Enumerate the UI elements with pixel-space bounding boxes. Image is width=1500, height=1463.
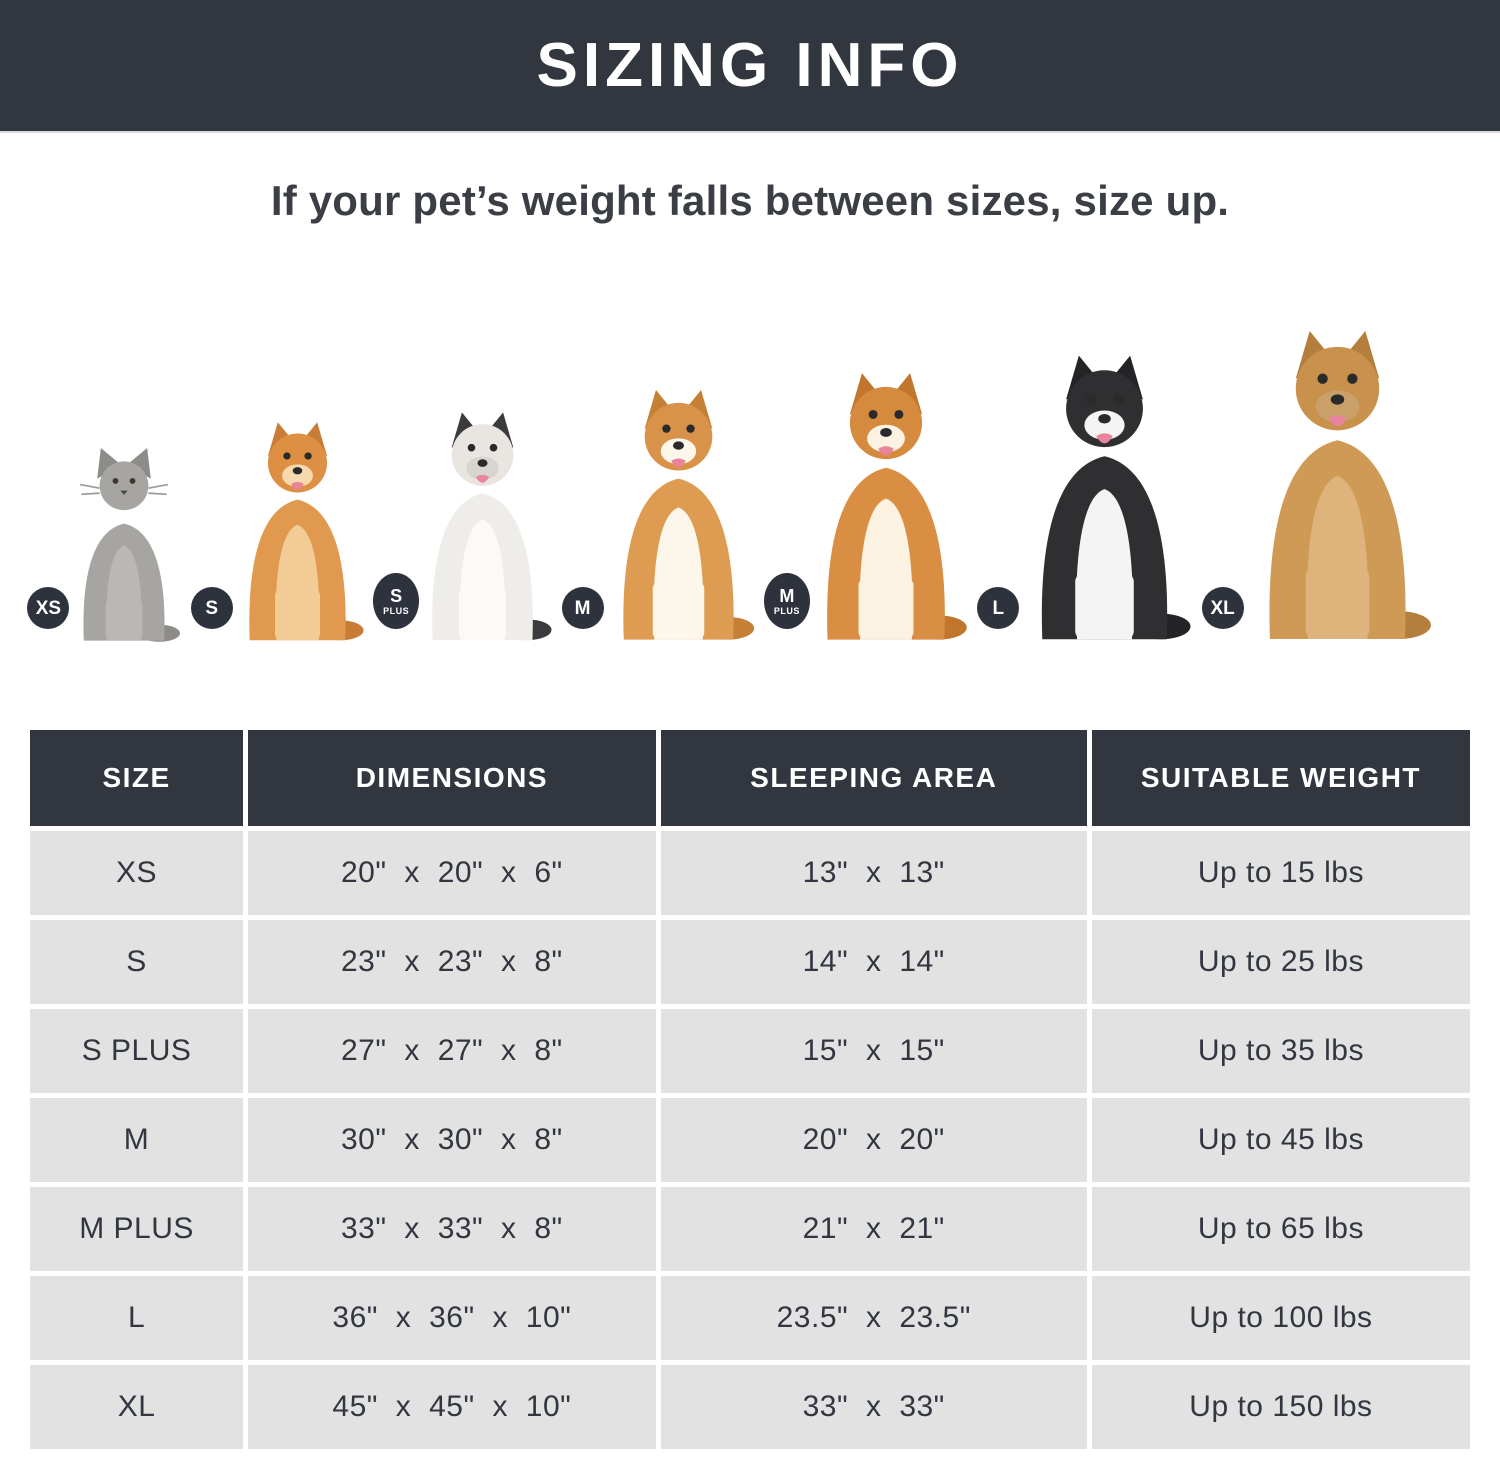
table-cell-dimensions: 45" x 45" x 10" bbox=[248, 1365, 656, 1450]
header-banner: SIZING INFO bbox=[0, 0, 1500, 133]
size-badge-xl: XL bbox=[1201, 587, 1244, 630]
table-cell-sleeping-area: 21" x 21" bbox=[660, 1187, 1087, 1272]
table-cell-sleeping-area: 33" x 33" bbox=[660, 1365, 1087, 1450]
table-cell-size: M bbox=[30, 1098, 244, 1183]
pet-figure-l: L bbox=[977, 350, 1196, 643]
table-cell-suitable-weight: Up to 100 lbs bbox=[1091, 1276, 1470, 1361]
shiba-inu-dog-image bbox=[827, 373, 967, 640]
size-badge-s-plus: S PLUS bbox=[373, 573, 420, 630]
pet-figure-m: M bbox=[561, 385, 759, 643]
column-header-dimensions: DIMENSIONS bbox=[248, 730, 656, 827]
corgi-dog-image bbox=[622, 390, 754, 640]
size-badge-xs: XS bbox=[27, 587, 70, 630]
pet-figure-s: S bbox=[190, 418, 368, 643]
table-cell-dimensions: 27" x 27" x 8" bbox=[248, 1009, 656, 1094]
subtitle: If your pet’s weight falls between sizes… bbox=[270, 177, 1230, 224]
column-header-sleeping-area: SLEEPING AREA bbox=[660, 730, 1087, 827]
golden-retriever-dog-image bbox=[1269, 331, 1431, 640]
table-cell-dimensions: 30" x 30" x 8" bbox=[248, 1098, 656, 1183]
size-badge-sublabel: PLUS bbox=[383, 605, 410, 616]
size-badge-label: M bbox=[574, 597, 591, 619]
size-badge-l: L bbox=[977, 587, 1020, 630]
table-cell-suitable-weight: Up to 15 lbs bbox=[1091, 831, 1470, 916]
table-cell-dimensions: 33" x 33" x 8" bbox=[248, 1187, 656, 1272]
column-header-suitable-weight: SUITABLE WEIGHT bbox=[1091, 730, 1470, 827]
table-cell-sleeping-area: 14" x 14" bbox=[660, 920, 1087, 1005]
size-badge-label: M bbox=[779, 585, 795, 606]
pet-figure-m-plus: M PLUS bbox=[763, 368, 972, 643]
table-cell-size: XS bbox=[30, 831, 244, 916]
french-bulldog-image bbox=[432, 412, 552, 641]
table-cell-sleeping-area: 20" x 20" bbox=[660, 1098, 1087, 1183]
table-cell-size: S bbox=[30, 920, 244, 1005]
table-cell-sleeping-area: 15" x 15" bbox=[660, 1009, 1087, 1094]
column-header-size: SIZE bbox=[30, 730, 244, 827]
size-badge-s: S bbox=[190, 587, 233, 630]
table-cell-sleeping-area: 13" x 13" bbox=[660, 831, 1087, 916]
pet-figure-xl: XL bbox=[1201, 325, 1437, 643]
table-cell-suitable-weight: Up to 150 lbs bbox=[1091, 1365, 1470, 1450]
table-cell-suitable-weight: Up to 25 lbs bbox=[1091, 920, 1470, 1005]
size-badge-sublabel: PLUS bbox=[773, 605, 800, 616]
size-badge-label: S bbox=[390, 585, 403, 606]
border-collie-dog-image bbox=[1042, 355, 1191, 640]
size-badge-label: XS bbox=[35, 597, 62, 619]
table-cell-size: L bbox=[30, 1276, 244, 1361]
table-cell-size: S PLUS bbox=[30, 1009, 244, 1094]
table-cell-dimensions: 36" x 36" x 10" bbox=[248, 1276, 656, 1361]
table-cell-suitable-weight: Up to 35 lbs bbox=[1091, 1009, 1470, 1094]
size-badge-label: S bbox=[205, 597, 219, 619]
table-cell-suitable-weight: Up to 45 lbs bbox=[1091, 1098, 1470, 1183]
page-title: SIZING INFO bbox=[536, 31, 964, 100]
pets-row: XS S S PLUS M bbox=[0, 325, 1500, 643]
size-badge-m: M bbox=[561, 587, 604, 630]
table-cell-dimensions: 23" x 23" x 8" bbox=[248, 920, 656, 1005]
table-cell-size: XL bbox=[30, 1365, 244, 1450]
size-badge-m-plus: M PLUS bbox=[763, 573, 810, 630]
pet-figure-s-plus: S PLUS bbox=[373, 408, 556, 643]
pet-figure-xs: XS bbox=[27, 448, 185, 643]
table-cell-dimensions: 20" x 20" x 6" bbox=[248, 831, 656, 916]
table-cell-size: M PLUS bbox=[30, 1187, 244, 1272]
table-cell-suitable-weight: Up to 65 lbs bbox=[1091, 1187, 1470, 1272]
cat-image bbox=[79, 448, 182, 643]
pomeranian-dog-image bbox=[249, 422, 364, 641]
size-table: SIZE DIMENSIONS SLEEPING AREA SUITABLE W… bbox=[30, 730, 1470, 1450]
size-badge-label: XL bbox=[1210, 597, 1235, 619]
table-cell-sleeping-area: 23.5" x 23.5" bbox=[660, 1276, 1087, 1361]
size-badge-label: L bbox=[992, 597, 1005, 619]
